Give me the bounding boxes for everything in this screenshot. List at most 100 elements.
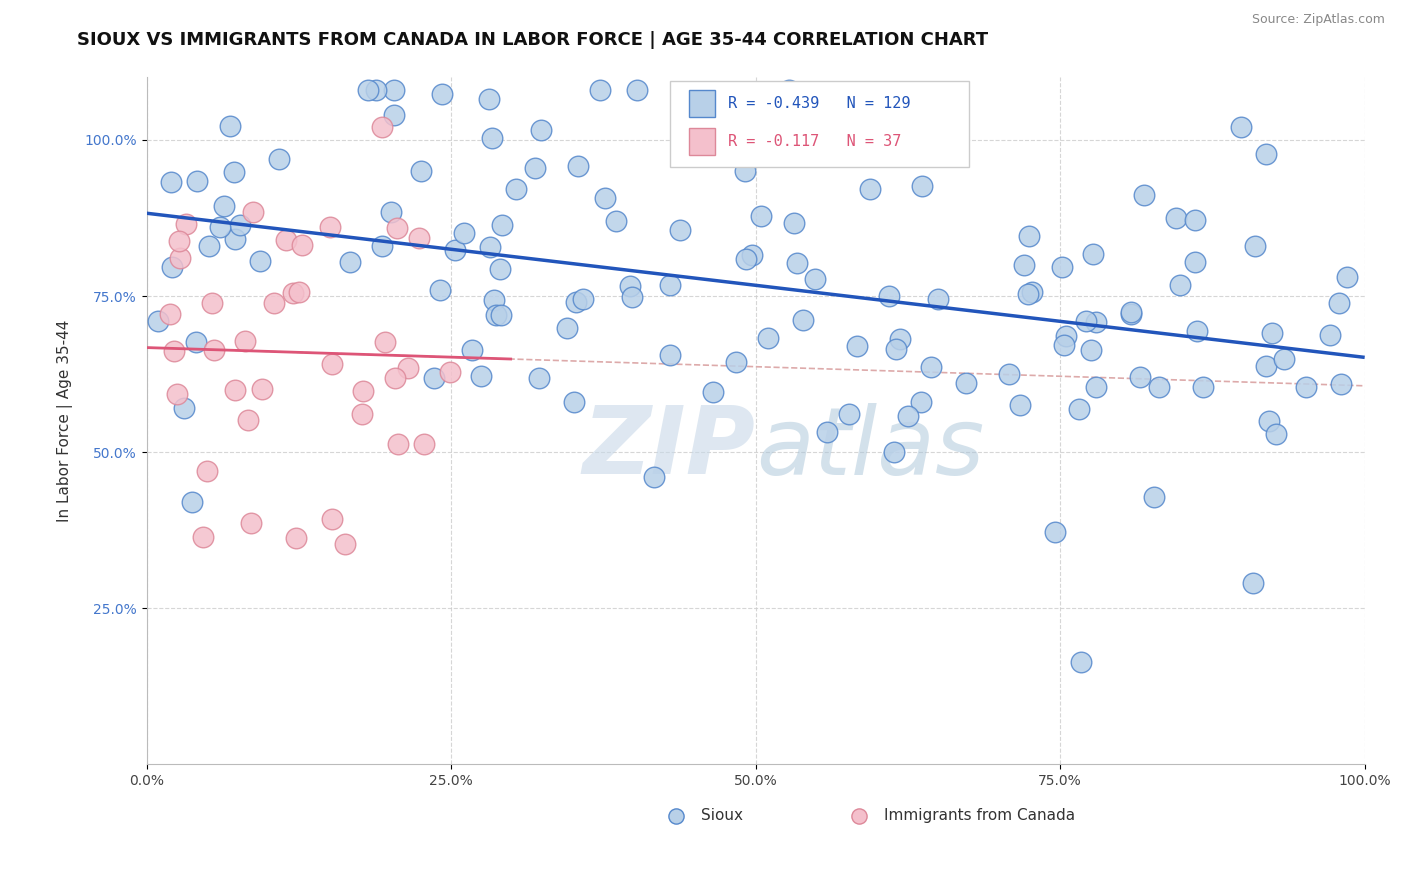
- Point: [250, 382, 273, 396]
- Point: [408, 231, 430, 245]
- Point: [380, 204, 402, 219]
- Point: [555, 320, 578, 334]
- Point: [1168, 278, 1191, 293]
- Point: [815, 425, 838, 439]
- Text: ZIP: ZIP: [583, 402, 755, 494]
- Point: [263, 295, 285, 310]
- Point: [1080, 343, 1102, 358]
- Point: [249, 254, 271, 268]
- Point: [412, 437, 434, 451]
- Point: [224, 384, 246, 398]
- FancyBboxPatch shape: [689, 90, 716, 118]
- Point: [484, 293, 506, 308]
- Point: [593, 191, 616, 205]
- Point: [201, 296, 224, 310]
- Point: [1295, 380, 1317, 394]
- Point: [1129, 369, 1152, 384]
- Point: [1021, 285, 1043, 299]
- Point: [204, 343, 226, 358]
- Point: [439, 365, 461, 379]
- Point: [222, 165, 245, 179]
- Point: [1191, 380, 1213, 394]
- Point: [782, 216, 804, 230]
- Point: [385, 221, 408, 235]
- Point: [567, 159, 589, 173]
- Point: [845, 339, 868, 353]
- Point: [1230, 120, 1253, 135]
- Point: [1241, 576, 1264, 591]
- Point: [374, 335, 396, 350]
- Point: [352, 384, 374, 399]
- Text: Sioux: Sioux: [700, 808, 742, 823]
- Point: [224, 231, 246, 245]
- Point: [477, 92, 499, 106]
- Point: [920, 359, 942, 374]
- Point: [1018, 228, 1040, 243]
- Point: [423, 371, 446, 385]
- Text: SIOUX VS IMMIGRANTS FROM CANADA IN LABOR FORCE | AGE 35-44 CORRELATION CHART: SIOUX VS IMMIGRANTS FROM CANADA IN LABOR…: [77, 31, 988, 49]
- Point: [659, 347, 682, 361]
- Point: [489, 262, 512, 277]
- Point: [927, 293, 949, 307]
- Y-axis label: In Labor Force | Age 35-44: In Labor Force | Age 35-44: [58, 319, 73, 522]
- Point: [889, 332, 911, 346]
- Point: [1260, 326, 1282, 340]
- Point: [565, 295, 588, 310]
- Point: [717, 93, 740, 107]
- Point: [357, 83, 380, 97]
- Point: [505, 182, 527, 196]
- Point: [955, 376, 977, 390]
- Point: [997, 368, 1019, 382]
- Point: [643, 470, 665, 484]
- Point: [409, 164, 432, 178]
- Point: [274, 233, 297, 247]
- Point: [236, 413, 259, 427]
- Point: [335, 537, 357, 551]
- Point: [658, 277, 681, 292]
- Point: [620, 290, 643, 304]
- Point: [461, 343, 484, 357]
- Point: [1254, 359, 1277, 374]
- Point: [572, 292, 595, 306]
- Point: [527, 371, 550, 385]
- Point: [804, 272, 827, 286]
- Point: [396, 361, 419, 376]
- Point: [1164, 211, 1187, 225]
- Point: [884, 342, 907, 356]
- Point: [619, 278, 641, 293]
- Point: [1074, 314, 1097, 328]
- Point: [235, 334, 257, 349]
- Text: Source: ZipAtlas.com: Source: ZipAtlas.com: [1251, 13, 1385, 27]
- Point: [387, 436, 409, 450]
- Point: [429, 283, 451, 297]
- Point: [838, 407, 860, 421]
- Point: [1121, 305, 1143, 319]
- Point: [364, 83, 387, 97]
- Point: [491, 219, 513, 233]
- FancyBboxPatch shape: [671, 81, 969, 167]
- Point: [665, 805, 688, 819]
- Point: [734, 164, 756, 178]
- Point: [160, 260, 183, 275]
- Point: [702, 385, 724, 400]
- Point: [1265, 427, 1288, 442]
- Point: [756, 331, 779, 345]
- Point: [1017, 287, 1039, 301]
- Point: [167, 234, 190, 248]
- Point: [321, 357, 343, 371]
- Point: [321, 512, 343, 526]
- Point: [284, 531, 307, 545]
- Point: [778, 83, 800, 97]
- Text: R = -0.439   N = 129: R = -0.439 N = 129: [728, 95, 910, 111]
- Point: [242, 205, 264, 219]
- Point: [1050, 260, 1073, 275]
- Point: [176, 217, 198, 231]
- Point: [792, 312, 814, 326]
- Point: [1045, 525, 1067, 540]
- Point: [735, 252, 758, 267]
- Point: [897, 409, 920, 424]
- Point: [470, 369, 492, 384]
- Point: [212, 199, 235, 213]
- Point: [860, 124, 883, 138]
- Text: atlas: atlas: [755, 403, 984, 494]
